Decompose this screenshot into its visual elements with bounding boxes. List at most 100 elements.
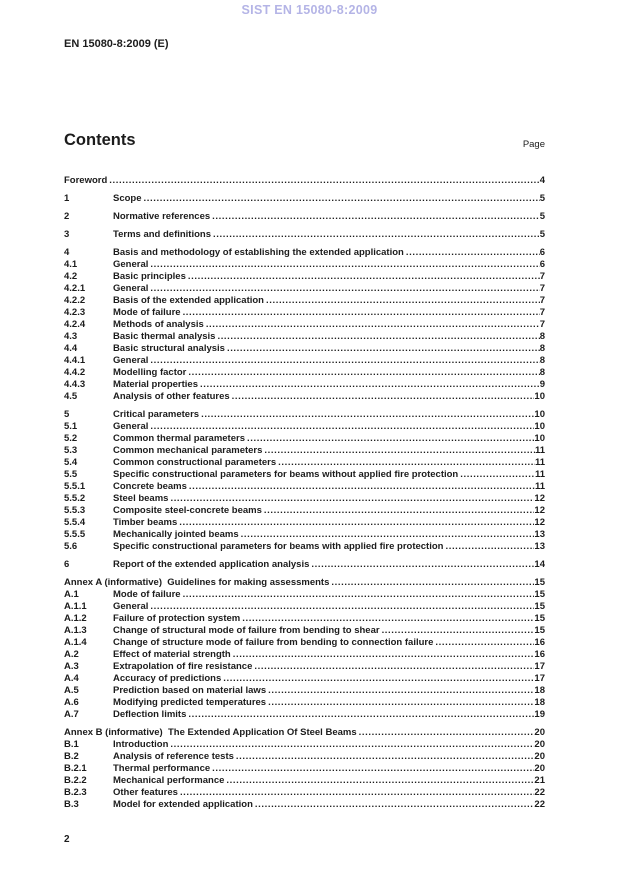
toc-entry-page: 4 xyxy=(539,175,545,186)
toc-entry-number: 4.2.4 xyxy=(64,319,86,330)
toc-entry-title: Report of the extended application analy… xyxy=(113,559,310,570)
toc-dot-leader xyxy=(227,343,540,355)
toc-dot-leader xyxy=(200,379,540,391)
toc-entry: B.1 Introduction 20 xyxy=(64,739,545,751)
toc-entry-page: 8 xyxy=(539,355,545,366)
toc-entry-title: Material properties xyxy=(113,379,198,390)
toc-entry-number: 5.5 xyxy=(64,469,78,480)
toc-entry-page: 10 xyxy=(534,409,545,420)
toc-entry: 6 Report of the extended application ana… xyxy=(64,559,545,571)
toc-entry-number: 4 xyxy=(64,247,70,258)
toc-entry-page: 17 xyxy=(534,673,545,684)
toc-entry: A.1.3 Change of structural mode of failu… xyxy=(64,625,545,637)
toc-entry: 5.5.5 Mechanically jointed beams 13 xyxy=(64,529,545,541)
toc-entry-title: Analysis of other features xyxy=(113,391,230,402)
toc-entry-number: 5.6 xyxy=(64,541,78,552)
toc-entry-page: 15 xyxy=(534,577,545,588)
toc-entry: 4.2.4 Methods of analysis 7 xyxy=(64,319,545,331)
toc-entry-title: Model for extended application xyxy=(113,799,253,810)
toc-entry-page: 20 xyxy=(534,751,545,762)
toc-entry-number: 5.4 xyxy=(64,457,78,468)
toc-entry-number: A.1.3 xyxy=(64,625,87,636)
toc-entry-number: 4.5 xyxy=(64,391,78,402)
toc-entry-title: Change of structural mode of failure fro… xyxy=(113,625,380,636)
toc-entry-title: Timber beams xyxy=(113,517,178,528)
toc-entry: A.5 Prediction based on material laws 18 xyxy=(64,685,545,697)
toc-dot-leader xyxy=(382,625,535,637)
toc-dot-leader xyxy=(217,331,539,343)
toc-entry-page: 7 xyxy=(539,283,545,294)
toc-entry-page: 7 xyxy=(539,295,545,306)
toc-entry-number: B.2.3 xyxy=(64,787,87,798)
toc-entry-page: 20 xyxy=(534,763,545,774)
toc-entry: 4.4.2 Modelling factor 8 xyxy=(64,367,545,379)
toc-entry-title: Mode of failure xyxy=(113,589,181,600)
toc-dot-leader xyxy=(170,493,534,505)
toc-entry: 4.4.3 Material properties 9 xyxy=(64,379,545,391)
toc-entry-title: Mechanically jointed beams xyxy=(113,529,239,540)
toc-entry-number: 4.2.3 xyxy=(64,307,86,318)
toc-entry: B.2 Analysis of reference tests 20 xyxy=(64,751,545,763)
page-number: 2 xyxy=(64,834,70,845)
toc-dot-leader xyxy=(268,697,534,709)
toc-entry-title: Prediction based on material laws xyxy=(113,685,267,696)
toc-entry-number: 5.2 xyxy=(64,433,78,444)
toc-entry-page: 5 xyxy=(539,229,545,240)
toc-entry-number: 1 xyxy=(64,193,70,204)
toc-entry-number: B.3 xyxy=(64,799,79,810)
toc-entry-number: A.5 xyxy=(64,685,79,696)
toc-entry-page: 10 xyxy=(534,391,545,402)
toc-entry-title: Other features xyxy=(113,787,178,798)
toc-entry: A.2 Effect of material strength 16 xyxy=(64,649,545,661)
toc-entry-page: 8 xyxy=(539,367,545,378)
toc-entry: 4 Basis and methodology of establishing … xyxy=(64,247,545,259)
toc-entry-number: 5.5.1 xyxy=(64,481,86,492)
toc-entry: 5.4 Common constructional parameters 11 xyxy=(64,457,545,469)
toc-dot-leader xyxy=(359,727,535,739)
toc-dot-leader xyxy=(264,445,535,457)
toc-dot-leader xyxy=(212,763,534,775)
toc-entry: 2 Normative references 5 xyxy=(64,211,545,223)
toc-entry-page: 22 xyxy=(534,787,545,798)
toc-entry-number: A.1.1 xyxy=(64,601,87,612)
toc-entry-number: 2 xyxy=(64,211,70,222)
toc-entry: 5 Critical parameters 10 xyxy=(64,409,545,421)
toc-entry-title: Methods of analysis xyxy=(113,319,204,330)
toc-dot-leader xyxy=(170,739,534,751)
toc-dot-leader xyxy=(264,505,535,517)
toc-entry: 4.3 Basic thermal analysis 8 xyxy=(64,331,545,343)
toc-entry: 1 Scope 5 xyxy=(64,193,545,205)
toc-entry-title: Common thermal parameters xyxy=(113,433,245,444)
toc-dot-leader xyxy=(233,649,535,661)
toc-entry-page: 8 xyxy=(539,343,545,354)
toc-entry-page: 6 xyxy=(539,259,545,270)
toc-entry-title: Deflection limits xyxy=(113,709,187,720)
toc-entry-page: 11 xyxy=(534,469,545,480)
toc-entry-title: Analysis of reference tests xyxy=(113,751,234,762)
toc-entry-page: 12 xyxy=(534,517,545,528)
toc-entry-number: 4.2 xyxy=(64,271,78,282)
toc-dot-leader xyxy=(150,283,539,295)
toc-entry-page: 10 xyxy=(534,421,545,432)
toc-entry-page: 7 xyxy=(539,271,545,282)
toc-entry-number: B.2.1 xyxy=(64,763,87,774)
toc-entry: Foreword 4 xyxy=(64,175,545,187)
toc-entry-title: Basis and methodology of establishing th… xyxy=(113,247,404,258)
toc-entry-page: 22 xyxy=(534,799,545,810)
toc-entry-page: 11 xyxy=(534,445,545,456)
toc-dot-leader xyxy=(254,661,534,673)
toc-entry-title: Introduction xyxy=(113,739,169,750)
toc-dot-leader xyxy=(188,367,539,379)
toc-entry-page: 20 xyxy=(534,727,545,738)
toc-entry-page: 6 xyxy=(539,247,545,258)
toc-dot-leader xyxy=(331,577,534,589)
toc-entry: 5.6 Specific constructional parameters f… xyxy=(64,541,545,553)
toc-dot-leader xyxy=(150,421,534,433)
toc-entry: 4.4.1 General 8 xyxy=(64,355,545,367)
toc-entry-title: Annex B (informative) The Extended Appli… xyxy=(64,727,357,738)
toc-entry-title: General xyxy=(113,283,149,294)
toc-entry-number: A.1.2 xyxy=(64,613,87,624)
toc-entry-number: 5 xyxy=(64,409,70,420)
toc-entry-number: 4.1 xyxy=(64,259,78,270)
table-of-contents: Foreword 4 1 Scope 5 2 Normative referen… xyxy=(64,175,545,811)
